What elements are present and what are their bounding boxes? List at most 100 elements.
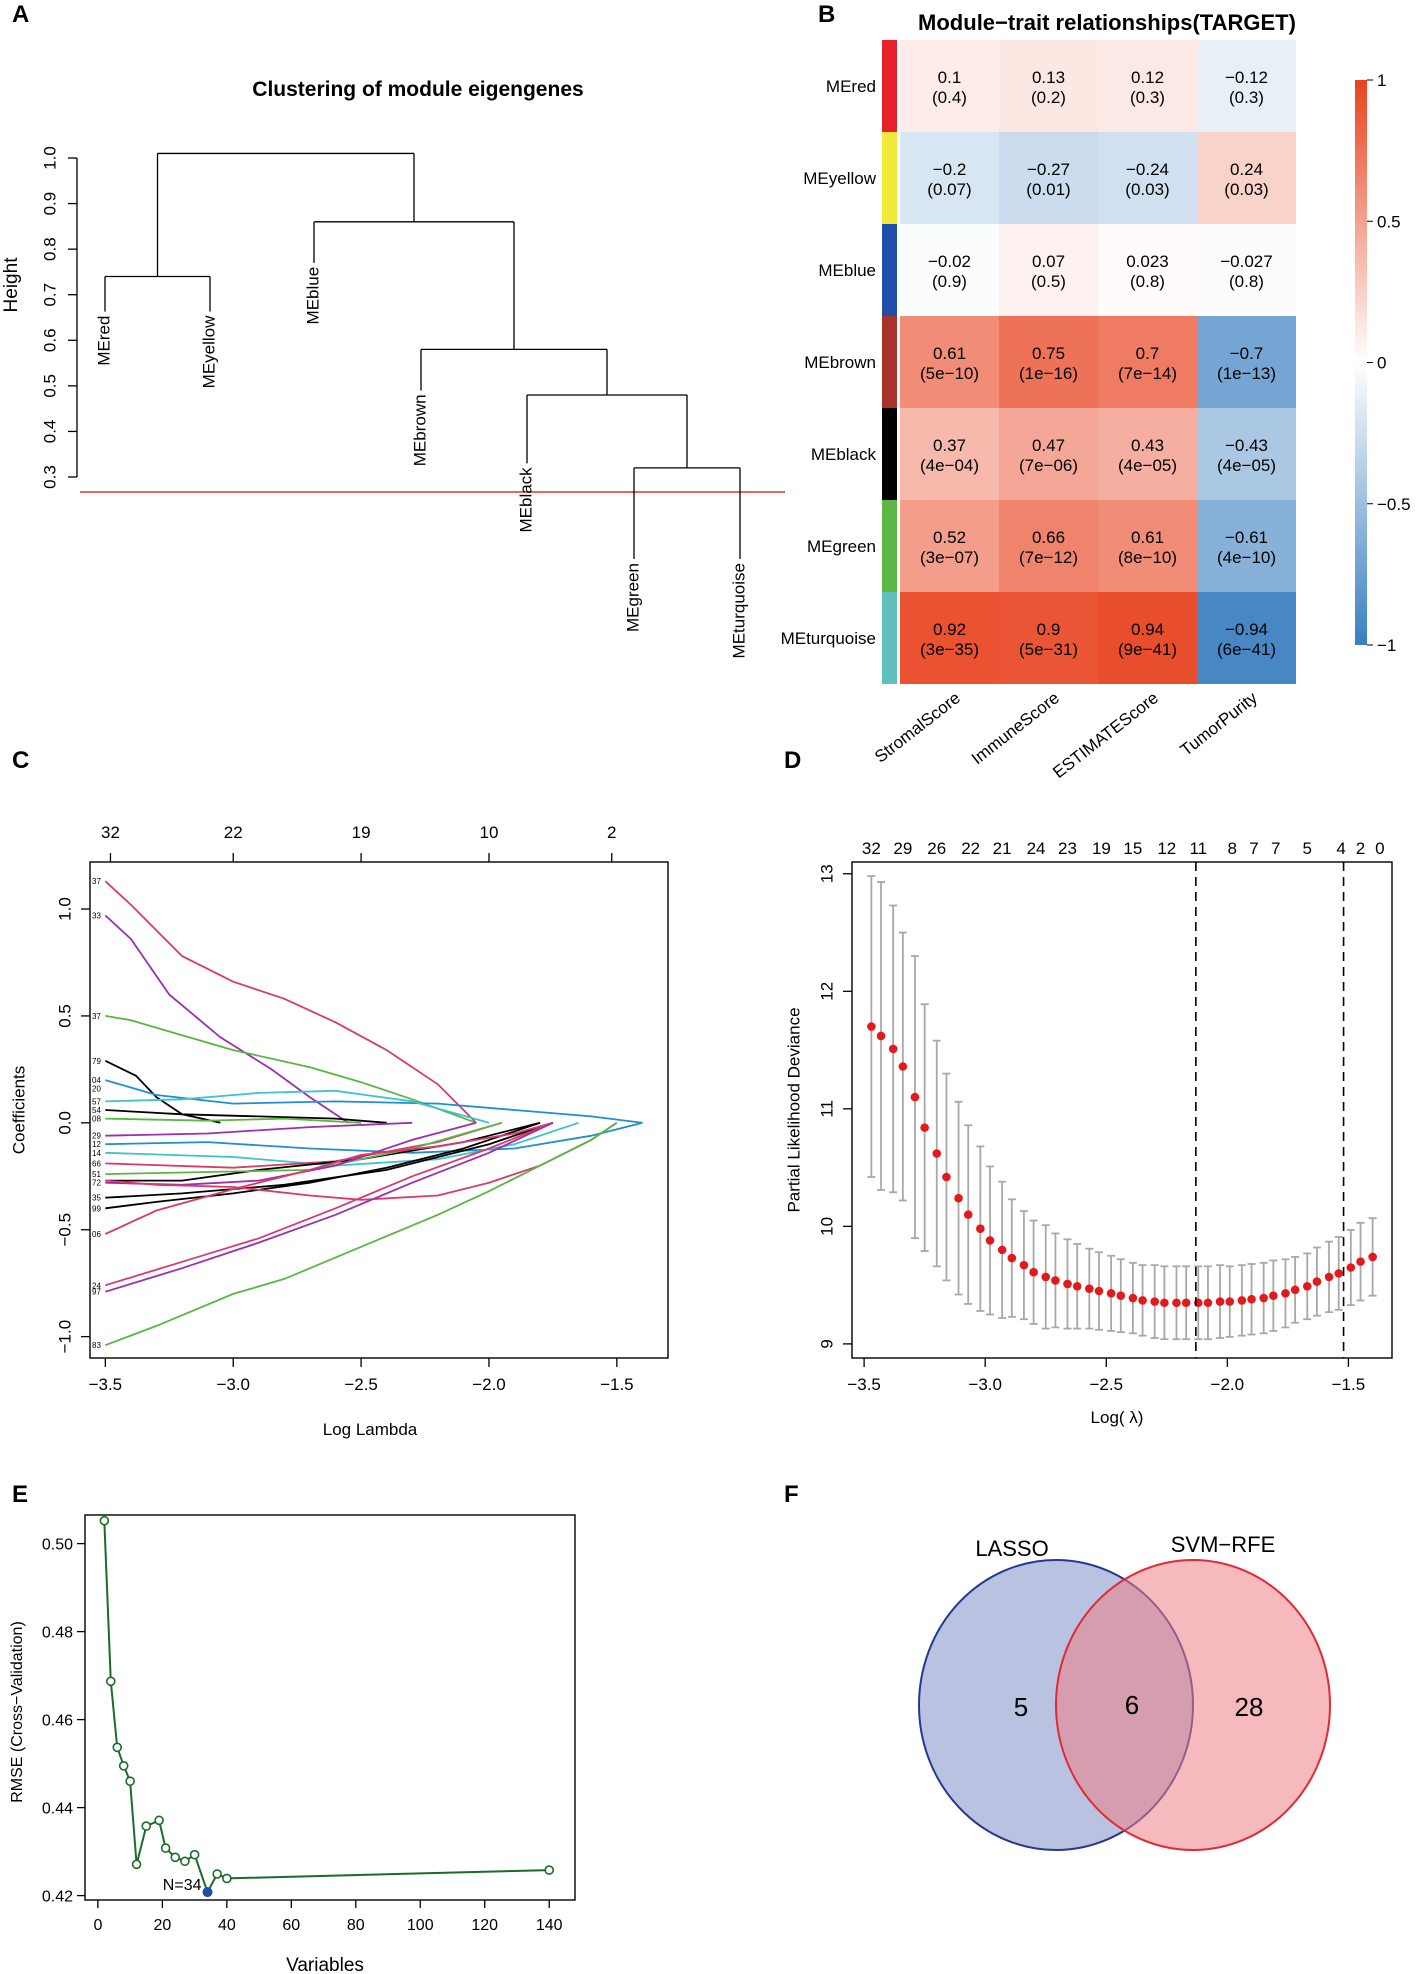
- cell-pvalue: (0.8): [1229, 272, 1264, 291]
- x-tick-label: −2.5: [1089, 1375, 1123, 1394]
- coef-path: [105, 1121, 643, 1154]
- deviance-point: [1019, 1260, 1029, 1270]
- rmse-point: [180, 1856, 190, 1867]
- row-color-meturquoise: [882, 592, 897, 684]
- deviance-point: [963, 1210, 973, 1219]
- cell-pvalue: (7e−06): [1019, 456, 1078, 475]
- path-index-label: 37: [92, 1012, 101, 1021]
- cell-pvalue: (3e−35): [920, 640, 979, 659]
- top-tick-label: 11: [1189, 839, 1207, 858]
- heat-cell: [999, 592, 1098, 684]
- deviance-point: [1085, 1284, 1094, 1293]
- heat-cell: [999, 408, 1098, 500]
- cell-value: −0.27: [1027, 160, 1070, 179]
- coef-path: [105, 1015, 477, 1124]
- cell-pvalue: (4e−05): [1217, 456, 1276, 475]
- cell-pvalue: (1e−13): [1217, 364, 1276, 383]
- coef-path: [105, 1121, 413, 1137]
- colorbar-tick-label: 0.5: [1377, 212, 1401, 231]
- x-axis-label: Log( λ): [1091, 1408, 1144, 1427]
- heat-cell: [999, 132, 1098, 224]
- panel-label-d: D: [784, 747, 801, 774]
- top-tick-label: 22: [224, 823, 243, 842]
- heat-cell: [900, 592, 999, 684]
- top-tick-label: 32: [101, 823, 120, 842]
- cell-pvalue: (4e−04): [920, 456, 979, 475]
- best-point-label: N=34: [163, 1877, 202, 1894]
- x-tick-label: −3.5: [89, 1375, 123, 1394]
- cell-value: −0.61: [1225, 528, 1268, 547]
- cell-pvalue: (1e−16): [1019, 364, 1078, 383]
- cell-value: −0.94: [1225, 620, 1268, 639]
- path-index-label: 99: [92, 1204, 101, 1213]
- deviance-point: [1106, 1289, 1116, 1298]
- x-tick-label: −3.5: [847, 1375, 881, 1394]
- row-color-mered: [882, 40, 897, 132]
- colorbar-tick-label: −0.5: [1377, 495, 1411, 514]
- path-index-label: 14: [92, 1149, 101, 1158]
- heat-cell: [1098, 40, 1197, 132]
- deviance-point: [976, 1224, 985, 1234]
- x-axis-label: Variables: [286, 1955, 364, 1974]
- path-index-label: 72: [92, 1179, 101, 1188]
- deviance-point: [1302, 1282, 1312, 1291]
- y-tick-label: 11: [817, 1100, 836, 1118]
- top-tick-label: 29: [893, 839, 912, 858]
- cell-value: 0.75: [1032, 344, 1065, 363]
- cell-pvalue: (8e−10): [1118, 548, 1177, 567]
- deviance-point: [1269, 1291, 1278, 1301]
- y-tick-label: 10: [817, 1217, 836, 1236]
- dendrogram-title: Clustering of module eigengenes: [252, 78, 583, 101]
- y-tick-label: 0.8: [40, 237, 59, 261]
- cell-pvalue: (6e−41): [1217, 640, 1276, 659]
- deviance-point: [876, 1031, 886, 1041]
- heat-cell: [999, 500, 1098, 592]
- row-color-meblack: [882, 408, 897, 500]
- deviance-point: [1312, 1277, 1322, 1286]
- top-tick-label: 12: [1157, 839, 1176, 858]
- heat-cell: [900, 40, 999, 132]
- coef-path: [105, 1079, 643, 1124]
- panel-label-a: A: [12, 1, 29, 28]
- y-tick-label: 0.9: [40, 192, 59, 216]
- path-index-label: 20: [92, 1085, 101, 1094]
- x-tick-label: 120: [471, 1917, 498, 1934]
- cell-pvalue: (0.8): [1130, 272, 1165, 291]
- deviance-point: [1072, 1282, 1082, 1291]
- rmse-point: [160, 1843, 171, 1853]
- heat-cell: [1197, 408, 1296, 500]
- venn-count-lasso-only: 5: [1014, 1692, 1028, 1722]
- column-label-stromalscore: StromalScore: [871, 688, 964, 766]
- row-label-meyellow: MEyellow: [803, 169, 876, 188]
- y-tick-label: 0.4: [40, 420, 59, 444]
- cell-pvalue: (0.2): [1031, 88, 1066, 107]
- y-tick-label: 12: [817, 982, 836, 1001]
- deviance-point: [1203, 1298, 1213, 1308]
- heat-cell: [900, 500, 999, 592]
- leaf-label-meyellow: MEyellow: [199, 315, 218, 388]
- panel-label-b: B: [818, 1, 835, 28]
- coef-path: [105, 1089, 490, 1124]
- y-axis-label: Coefficients: [9, 1066, 28, 1155]
- y-axis-label: RMSE (Cross−Validation): [9, 1621, 26, 1803]
- top-tick-label: 22: [961, 839, 980, 858]
- top-tick-label: 10: [480, 823, 499, 842]
- deviance-point: [942, 1172, 951, 1182]
- coef-path: [105, 1121, 554, 1293]
- x-tick-label: 60: [282, 1917, 300, 1934]
- deviance-point: [1281, 1289, 1290, 1298]
- colorbar-tick-label: 0: [1377, 354, 1386, 373]
- top-tick-label: 21: [993, 839, 1012, 858]
- top-tick-label: 4: [1336, 839, 1345, 858]
- rmse-point: [170, 1852, 181, 1863]
- coef-path: [104, 1121, 554, 1235]
- path-index-label: 08: [92, 1115, 101, 1124]
- coef-path: [105, 1109, 387, 1124]
- x-tick-label: −3.0: [968, 1375, 1002, 1394]
- top-tick-label: 0: [1375, 839, 1384, 858]
- deviance-point: [1116, 1291, 1126, 1301]
- heat-cell: [1098, 500, 1197, 592]
- panel-b-heatmap: Module−trait relationships(TARGET) MEred 0…: [781, 10, 1411, 782]
